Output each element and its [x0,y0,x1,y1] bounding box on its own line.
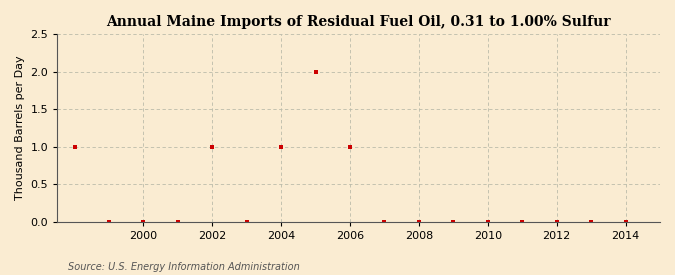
Y-axis label: Thousand Barrels per Day: Thousand Barrels per Day [15,56,25,200]
Text: Source: U.S. Energy Information Administration: Source: U.S. Energy Information Administ… [68,262,299,272]
Title: Annual Maine Imports of Residual Fuel Oil, 0.31 to 1.00% Sulfur: Annual Maine Imports of Residual Fuel Oi… [107,15,611,29]
